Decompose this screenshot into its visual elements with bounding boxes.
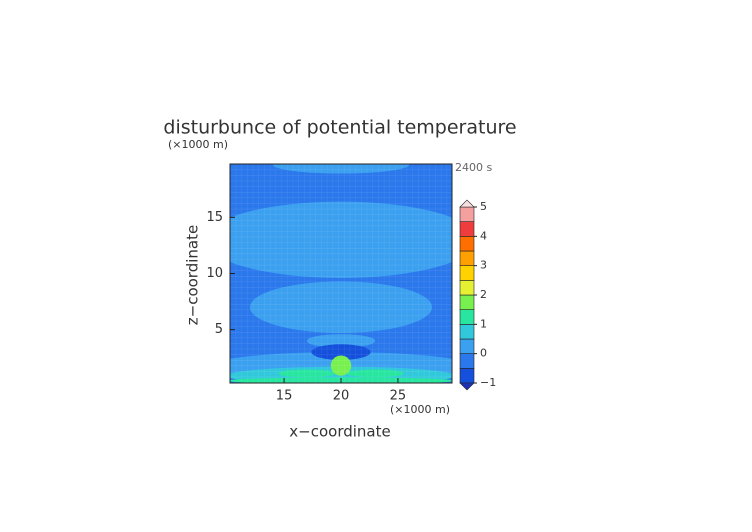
time-label: 2400 s [455, 161, 492, 174]
colorbar-label: −1 [480, 376, 496, 389]
x-tick-label: 20 [333, 389, 350, 404]
colorbar-segment [459, 309, 475, 325]
colorbar-label: 2 [480, 288, 487, 301]
colorbar-label: 0 [480, 347, 487, 360]
y-unit: (×1000 m) [168, 138, 228, 151]
colorbar-segment [459, 353, 475, 369]
x-tick-label: 15 [276, 389, 293, 404]
colorbar-label: 3 [480, 259, 487, 272]
x-axis-label: x−coordinate [289, 423, 390, 441]
x-unit: (×1000 m) [390, 403, 450, 416]
colorbar-segment [459, 294, 475, 310]
colorbar-segment [459, 368, 475, 384]
colorbar-segment [459, 280, 475, 296]
y-tick-label: 15 [206, 210, 223, 225]
y-axis-label: z−coordinate [184, 225, 202, 325]
chart-title: disturbunce of potential temperature [163, 117, 516, 139]
colorbar-label: 1 [480, 317, 487, 330]
y-tick-label: 10 [206, 266, 223, 281]
colorbar-segment [459, 221, 475, 237]
mesh [230, 164, 452, 383]
colorbar-segment [459, 324, 475, 340]
colorbar-label: 4 [480, 229, 487, 242]
colorbar-segment [459, 250, 475, 266]
colorbar-segment [459, 265, 475, 281]
colorbar-segment [459, 338, 475, 354]
colorbar-label: 5 [480, 200, 487, 213]
colorbar-segment [459, 236, 475, 252]
y-tick-label: 5 [215, 322, 223, 337]
colorbar-over [459, 199, 475, 208]
x-tick-label: 25 [390, 389, 407, 404]
plot-area [230, 164, 452, 383]
colorbar-segment [459, 206, 475, 222]
colorbar-under [459, 382, 475, 391]
